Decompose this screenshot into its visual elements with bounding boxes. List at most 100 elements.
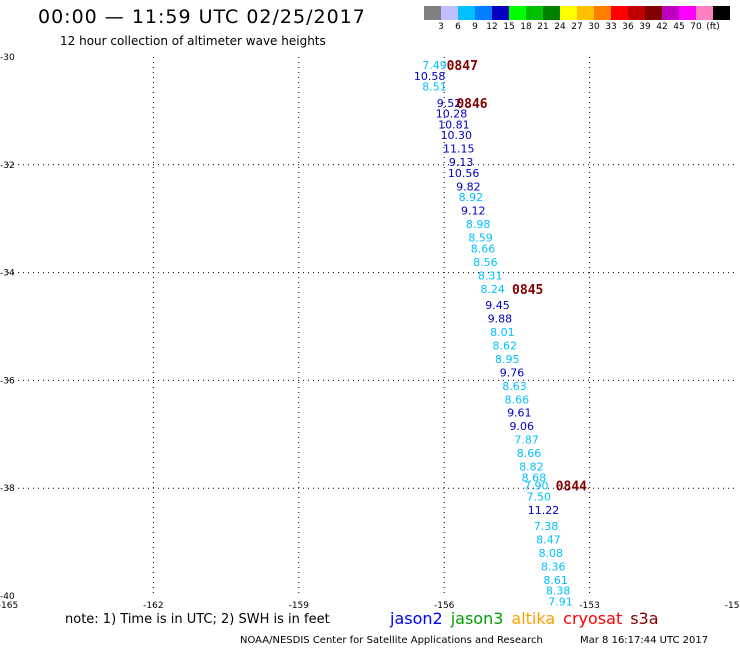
colorbar-label: 9 [472,22,478,32]
colorbar-swatch [424,6,441,20]
wave-height-label: 11.22 [528,504,560,517]
wave-height-label: 8.08 [539,547,564,560]
colorbar-swatch [526,6,543,20]
colorbar-label: 18 [520,22,532,32]
lon-tick-label: -165 [0,601,18,611]
wave-height-label: 8.95 [495,353,520,366]
colorbar-label: 70 [690,22,702,32]
colorbar-swatch [475,6,492,20]
lon-tick-label: -162 [143,601,163,611]
map-title: 00:00 — 11:59 UTC 02/25/2017 [38,6,366,28]
colorbar-swatch [628,6,645,20]
wave-height-label: 10.81 [438,118,470,131]
wave-height-label: 7.91 [548,595,573,608]
colorbar-label: 24 [554,22,566,32]
wave-height-label: 9.88 [488,312,513,325]
wave-height-label: 8.63 [502,380,527,393]
wave-height-label: 9.45 [485,299,510,312]
wave-height-label: 10.58 [414,70,446,83]
wave-height-label: 10.30 [441,129,473,142]
colorbar-label: 6 [455,22,461,32]
wave-height-label: 8.38 [546,585,571,598]
wave-height-label: 8.98 [466,218,491,231]
wave-height-label: 8.66 [471,242,496,255]
colorbar-label: 12 [486,22,498,32]
wave-height-label: 7.90 [524,480,549,493]
wave-height-label: 8.66 [505,393,530,406]
colorbar-swatch [560,6,577,20]
colorbar-label: 15 [503,22,515,32]
colorbar-label: 39 [639,22,651,32]
wave-height-label: 8.92 [459,191,484,204]
wave-height-label: 7.50 [526,490,551,503]
wave-height-label: 8.66 [517,447,542,460]
wave-height-label: 7.38 [534,520,559,533]
pass-time-label: 0846 [456,97,487,112]
wave-height-label: 9.13 [449,156,474,169]
wave-height-label: 8.01 [490,326,515,339]
lat-tick-label: -30 [0,53,15,63]
legend-cryosat: cryosat [563,609,623,628]
colorbar-swatch [509,6,526,20]
colorbar-label: 30 [588,22,600,32]
lon-tick-label: -159 [289,601,310,611]
colorbar-swatch [458,6,475,20]
colorbar-swatch [441,6,458,20]
lat-tick-label: -34 [0,269,15,279]
lon-tick-label: -156 [434,601,455,611]
colorbar-swatch [492,6,509,20]
wave-height-label: 8.24 [480,283,505,296]
wave-height-label: 9.52 [437,97,462,110]
colorbar-swatch [713,6,730,20]
lon-tick-label: -150 [725,601,740,611]
colorbar-label: 21 [537,22,549,32]
legend-jason2: jason2 [390,609,443,628]
lat-tick-label: -36 [0,376,15,386]
pass-time-label: 0847 [447,59,478,74]
wave-height-label: 8.61 [543,574,568,587]
wave-height-label: 8.47 [536,533,561,546]
colorbar-swatch [679,6,696,20]
wave-height-label: 8.59 [468,232,493,245]
lat-tick-label: -40 [0,592,15,602]
colorbar-label: 36 [622,22,634,32]
wave-height-label: 8.82 [519,461,544,474]
wave-height-label: 11.15 [443,143,475,156]
footer-note: note: 1) Time is in UTC; 2) SWH is in fe… [65,612,330,627]
pass-time-label: 0844 [556,480,587,495]
wave-height-label: 9.82 [456,180,481,193]
wave-height-label: 8.51 [422,81,447,94]
colorbar-swatch [611,6,628,20]
colorbar-label: 33 [605,22,617,32]
wave-height-label: 9.12 [461,205,486,218]
colorbar-label: (ft) [706,22,720,32]
colorbar-swatch [594,6,611,20]
wave-height-label: 10.28 [436,108,468,121]
lat-tick-label: -38 [0,484,15,494]
wave-height-label: 9.61 [507,407,532,420]
colorbar-swatch [645,6,662,20]
wave-height-label: 8.31 [478,269,503,282]
wave-height-label: 9.76 [500,366,525,379]
colorbar-swatch [662,6,679,20]
wave-height-label: 8.62 [493,339,518,352]
satellite-legend: jason2 jason3 altika cryosat s3a [390,609,667,628]
colorbar-label: 27 [571,22,583,32]
map-subtitle: 12 hour collection of altimeter wave hei… [60,34,326,48]
colorbar-swatch [696,6,713,20]
legend-s3a: s3a [630,609,659,628]
colorbar-label: 42 [656,22,668,32]
wave-height-label: 8.56 [473,256,498,269]
colorbar-swatch [543,6,560,20]
wave-height-label: 7.87 [514,434,539,447]
legend-jason3: jason3 [450,609,504,628]
wave-height-label: 9.06 [509,420,534,433]
lon-tick-label: -153 [579,601,599,611]
colorbar-label: 3 [438,22,444,32]
legend-altika: altika [511,609,556,628]
wave-height-label: 7.49 [422,59,447,72]
credit-line: NOAA/NESDIS Center for Satellite Applica… [240,635,543,646]
generated-timestamp: Mar 8 16:17:44 UTC 2017 [580,635,709,646]
wave-height-label: 8.36 [541,560,566,573]
